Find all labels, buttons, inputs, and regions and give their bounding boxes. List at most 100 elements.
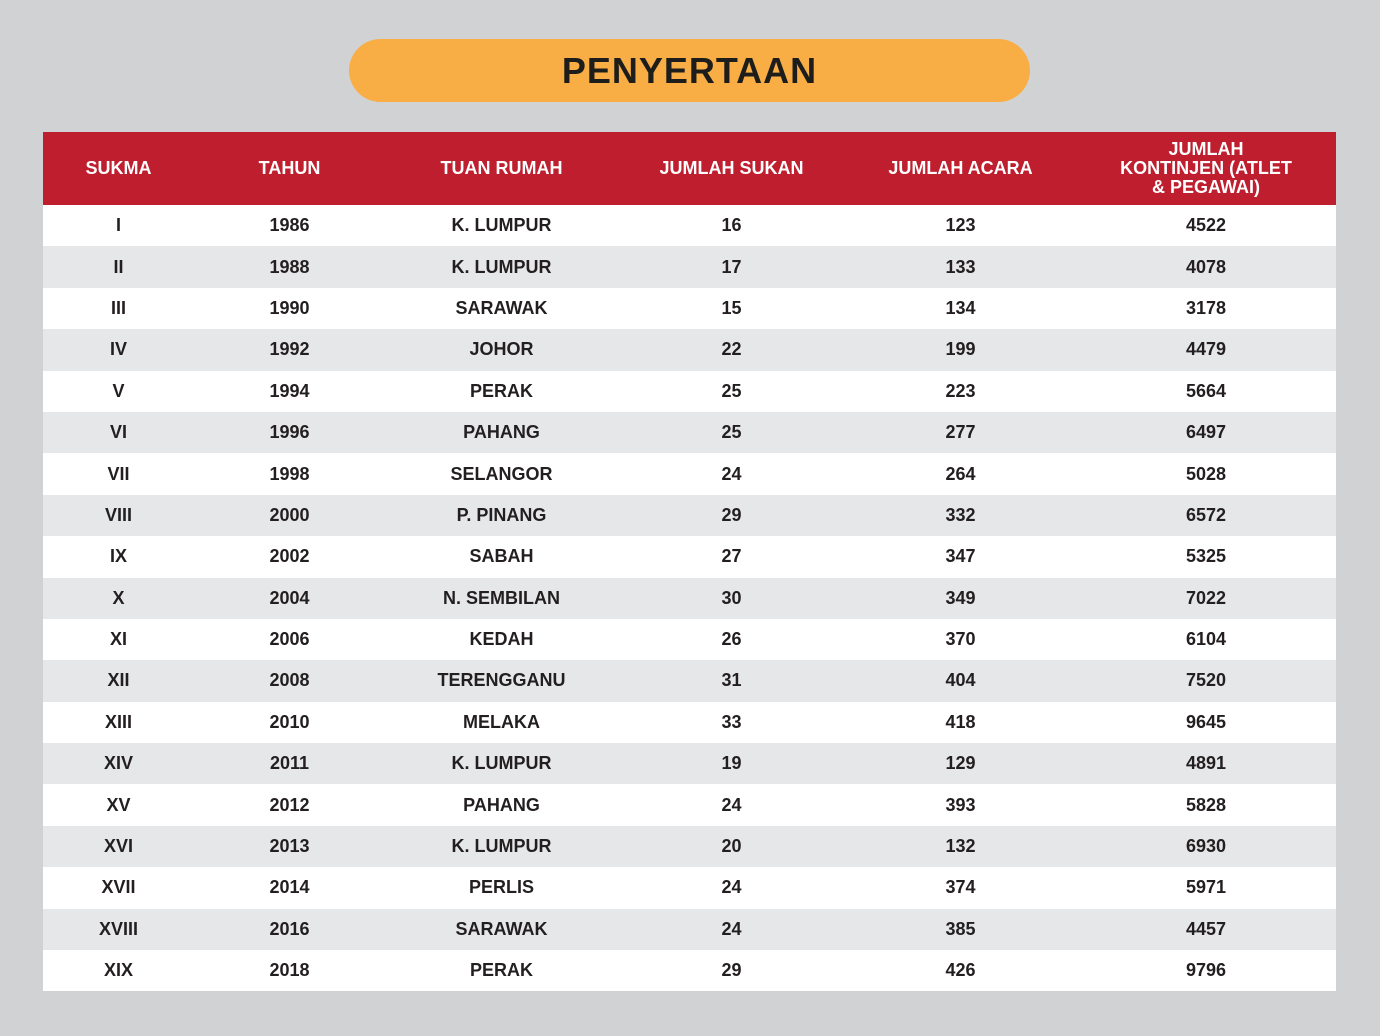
table-row: XIV 2011 K. LUMPUR 19 129 4891 (43, 743, 1336, 785)
table-cell: 5664 (1076, 370, 1336, 412)
table-cell: PERAK (385, 950, 618, 992)
table-cell: 418 (845, 701, 1076, 744)
table-cell: 7520 (1076, 660, 1336, 702)
table-row: XVIII 2016 SARAWAK 24 385 4457 (43, 908, 1336, 951)
table-row: III 1990 SARAWAK 15 134 3178 (43, 287, 1336, 330)
table-cell: VIII (43, 494, 194, 537)
table-cell: 20 (618, 825, 845, 868)
column-header-text: JUMLAH ACARA (888, 158, 1033, 178)
column-header: SUKMA (43, 132, 194, 205)
table-cell: 2014 (194, 867, 385, 909)
table-row: XVI 2013 K. LUMPUR 20 132 6930 (43, 825, 1336, 868)
table-cell: 4078 (1076, 246, 1336, 288)
table-cell: 223 (845, 370, 1076, 412)
table-cell: 134 (845, 287, 1076, 330)
table-cell: KEDAH (385, 618, 618, 661)
table-cell: XIII (43, 701, 194, 744)
table-cell: 133 (845, 246, 1076, 288)
participation-table: SUKMA TAHUN TUAN RUMAH JUMLAH SUKAN JUMLAH A… (43, 132, 1336, 992)
table-body: I 1986 K. LUMPUR 16 123 4522 II 1988 K. LUMPUR 17… (43, 205, 1336, 992)
table-cell: XVII (43, 867, 194, 909)
table-cell: 332 (845, 494, 1076, 537)
table-cell: 347 (845, 536, 1076, 578)
table-cell: 2013 (194, 825, 385, 868)
table-cell: 1994 (194, 370, 385, 412)
table-cell: V (43, 370, 194, 412)
table-cell: 16 (618, 205, 845, 247)
table-cell: 31 (618, 660, 845, 702)
table-cell: 3178 (1076, 287, 1336, 330)
table-cell: MELAKA (385, 701, 618, 744)
table-cell: SELANGOR (385, 453, 618, 495)
column-header-text: TAHUN (258, 158, 321, 178)
table-cell: TERENGGANU (385, 660, 618, 702)
table-cell: 24 (618, 784, 845, 826)
column-header-text: JUMLAH SUKAN (659, 158, 804, 178)
table-cell: K. LUMPUR (385, 743, 618, 785)
table-cell: 2018 (194, 950, 385, 992)
table-cell: 6497 (1076, 411, 1336, 454)
table-row: VI 1996 PAHANG 25 277 6497 (43, 411, 1336, 454)
table-cell: PERAK (385, 370, 618, 412)
column-header: TAHUN (194, 132, 385, 205)
table-cell: 5971 (1076, 867, 1336, 909)
table-row: VII 1998 SELANGOR 24 264 5028 (43, 453, 1336, 495)
table-cell: 1992 (194, 329, 385, 371)
table-cell: 29 (618, 494, 845, 537)
table-cell: 264 (845, 453, 1076, 495)
table-cell: VI (43, 411, 194, 454)
table-cell: XVIII (43, 908, 194, 951)
table-row: X 2004 N. SEMBILAN 30 349 7022 (43, 577, 1336, 619)
table-row: XIX 2018 PERAK 29 426 9796 (43, 950, 1336, 992)
table-cell: 17 (618, 246, 845, 288)
table-cell: 5028 (1076, 453, 1336, 495)
table-cell: 5325 (1076, 536, 1336, 578)
table-cell: 25 (618, 411, 845, 454)
table-cell: 1996 (194, 411, 385, 454)
table-cell: 24 (618, 908, 845, 951)
table-row: XV 2012 PAHANG 24 393 5828 (43, 784, 1336, 826)
table-cell: 9796 (1076, 950, 1336, 992)
table-cell: 426 (845, 950, 1076, 992)
column-header-text: TUAN RUMAH (440, 158, 563, 178)
column-header: JUMLAH SUKAN (618, 132, 845, 205)
table-cell: X (43, 577, 194, 619)
table-cell: SABAH (385, 536, 618, 578)
table-cell: I (43, 205, 194, 247)
table-cell: 24 (618, 453, 845, 495)
header-row: SUKMA TAHUN TUAN RUMAH JUMLAH SUKAN JUMLAH A… (43, 132, 1336, 205)
table-cell: 6104 (1076, 618, 1336, 661)
table-cell: XIX (43, 950, 194, 992)
table-cell: 1990 (194, 287, 385, 330)
table-cell: 2008 (194, 660, 385, 702)
table-cell: 385 (845, 908, 1076, 951)
column-header-text: JUMLAH KONTINJEN (ATLET & PEGAWAI) (1120, 139, 1292, 197)
table-cell: 2002 (194, 536, 385, 578)
table-row: IV 1992 JOHOR 22 199 4479 (43, 329, 1336, 371)
table-cell: VII (43, 453, 194, 495)
table-cell: 4457 (1076, 908, 1336, 951)
table-cell: 2000 (194, 494, 385, 537)
table-row: IX 2002 SABAH 27 347 5325 (43, 536, 1336, 578)
table-row: V 1994 PERAK 25 223 5664 (43, 370, 1336, 412)
table-cell: 9645 (1076, 701, 1336, 744)
table-cell: 393 (845, 784, 1076, 826)
table-cell: II (43, 246, 194, 288)
table-cell: 2004 (194, 577, 385, 619)
table-cell: XI (43, 618, 194, 661)
table-row: VIII 2000 P. PINANG 29 332 6572 (43, 494, 1336, 537)
table-cell: 19 (618, 743, 845, 785)
table-row: II 1988 K. LUMPUR 17 133 4078 (43, 246, 1336, 288)
column-header: JUMLAH ACARA (845, 132, 1076, 205)
table-cell: 1988 (194, 246, 385, 288)
table-cell: 15 (618, 287, 845, 330)
table-cell: PAHANG (385, 411, 618, 454)
table-cell: N. SEMBILAN (385, 577, 618, 619)
table-cell: 6572 (1076, 494, 1336, 537)
table-cell: K. LUMPUR (385, 246, 618, 288)
table-cell: IV (43, 329, 194, 371)
table-cell: 2012 (194, 784, 385, 826)
table-cell: 404 (845, 660, 1076, 702)
table-cell: PAHANG (385, 784, 618, 826)
table-cell: SARAWAK (385, 908, 618, 951)
